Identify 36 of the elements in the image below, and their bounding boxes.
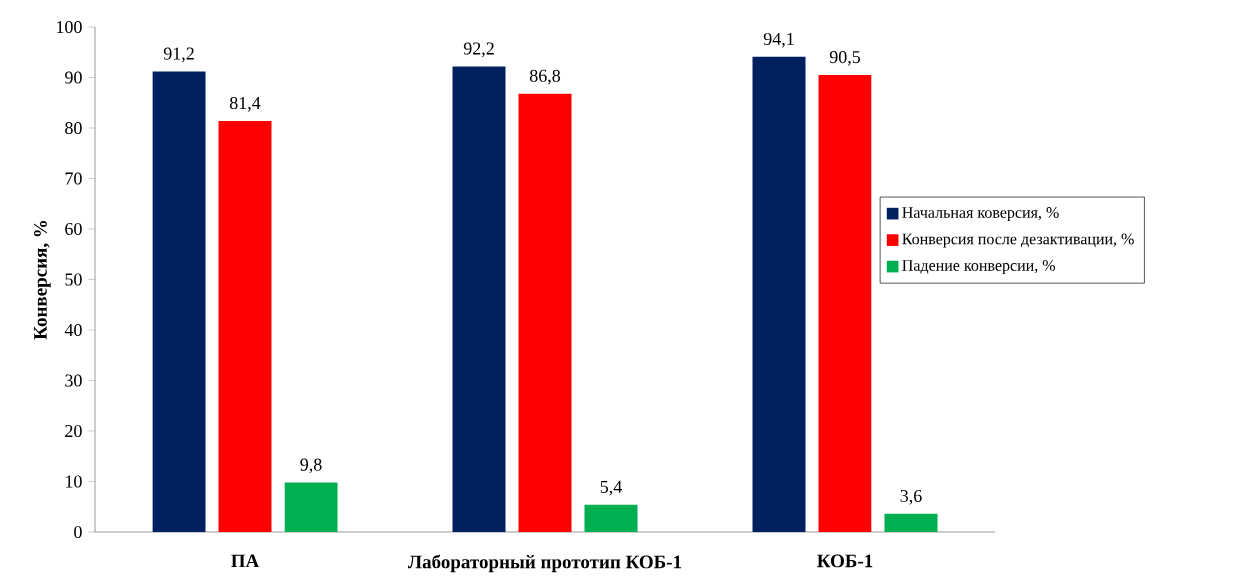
- y-tick-label: 0: [74, 526, 82, 539]
- data-label: 5,4: [600, 480, 622, 496]
- bar: [884, 513, 938, 533]
- bar: [584, 504, 638, 533]
- x-tick-label: КОБ-1: [817, 554, 873, 568]
- y-tick-label: 100: [57, 21, 82, 34]
- bar: [152, 71, 206, 533]
- bar: [752, 56, 806, 533]
- y-tick-label: 50: [65, 273, 82, 286]
- data-label: 81,4: [229, 97, 261, 112]
- data-label: 92,2: [463, 42, 494, 58]
- x-tick-label: ПА: [231, 554, 260, 568]
- bar: [818, 75, 872, 533]
- legend-label: Падение конверсии, %: [902, 260, 1056, 275]
- data-label: 86,8: [529, 69, 561, 85]
- bar: [452, 66, 506, 533]
- data-label: 90,5: [829, 51, 861, 66]
- y-tick-label: 30: [65, 374, 82, 387]
- legend-label: Начальная коверсия, %: [902, 207, 1059, 222]
- data-label: 91,2: [163, 47, 194, 63]
- data-label: 3,6: [900, 490, 922, 505]
- y-tick-label: 70: [65, 172, 82, 185]
- y-tick-label: 80: [65, 122, 82, 135]
- y-tick-label: 20: [65, 425, 82, 438]
- data-label: 9,8: [300, 458, 322, 474]
- bar: [284, 482, 338, 533]
- y-tick-label: 90: [65, 71, 82, 84]
- data-label: 94,1: [763, 33, 794, 48]
- bar: [218, 121, 272, 533]
- x-tick-label: Лабораторный прототип КОБ-1: [407, 554, 682, 573]
- bar: [518, 93, 572, 533]
- y-tick-label: 40: [64, 324, 82, 337]
- legend-label: Конверсия после дезактивации, %: [902, 233, 1134, 248]
- y-tick-label: 60: [65, 223, 82, 236]
- y-tick-label: 10: [66, 475, 82, 488]
- y-axis-title: Конверсия, %: [34, 221, 51, 340]
